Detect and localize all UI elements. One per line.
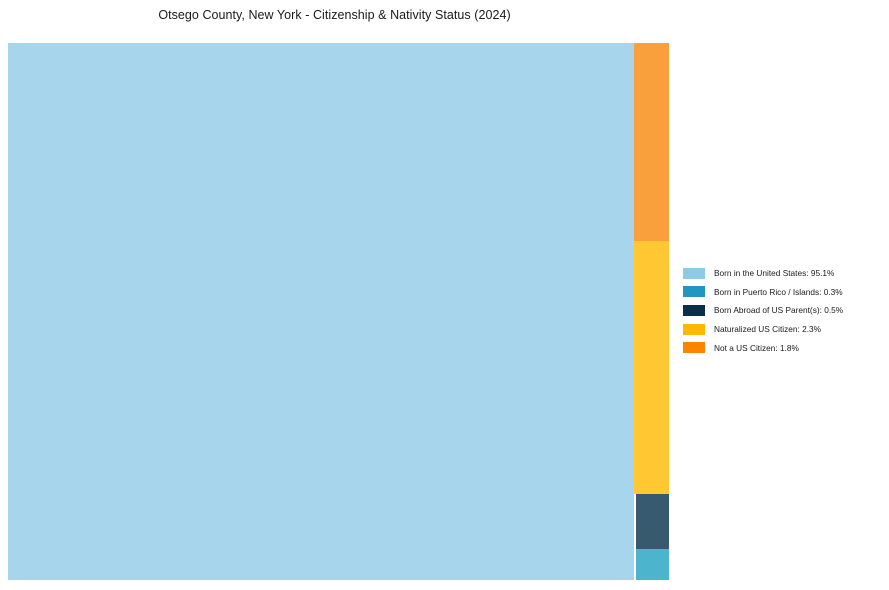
treemap-plot-area: [8, 43, 669, 580]
legend-item[interactable]: Born Abroad of US Parent(s): 0.5%: [683, 301, 883, 320]
treemap-tile[interactable]: [635, 548, 669, 580]
chart-legend: Born in the United States: 95.1% Born in …: [683, 264, 883, 357]
legend-label: Naturalized US Citizen: 2.3%: [714, 323, 821, 334]
legend-swatch: [683, 304, 705, 316]
legend-swatch: [683, 267, 705, 279]
legend-swatch: [683, 342, 705, 354]
treemap-tile[interactable]: [8, 43, 634, 580]
legend-item[interactable]: Born in Puerto Rico / Islands: 0.3%: [683, 283, 883, 302]
legend-label: Born Abroad of US Parent(s): 0.5%: [714, 305, 844, 316]
legend-item[interactable]: Naturalized US Citizen: 2.3%: [683, 320, 883, 339]
legend-swatch: [683, 286, 705, 298]
chart-title: Otsego County, New York - Citizenship & …: [158, 8, 511, 22]
legend-swatch: [683, 323, 705, 335]
treemap-tile[interactable]: [633, 241, 669, 495]
legend-item[interactable]: Not a US Citizen: 1.8%: [683, 338, 883, 357]
legend-item[interactable]: Born in the United States: 95.1%: [683, 264, 883, 283]
legend-label: Born in the United States: 95.1%: [714, 268, 835, 279]
legend-label: Not a US Citizen: 1.8%: [714, 342, 799, 353]
legend-label: Born in Puerto Rico / Islands: 0.3%: [714, 286, 843, 297]
treemap-tile[interactable]: [633, 43, 669, 242]
treemap-tile[interactable]: [635, 494, 669, 549]
